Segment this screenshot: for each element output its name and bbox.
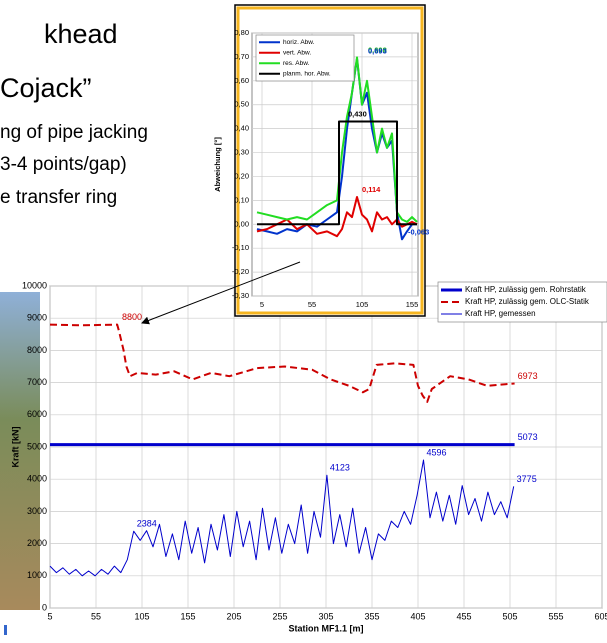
y-tick-label: 10000: [22, 280, 47, 290]
y-tick-label: 0,10: [234, 195, 249, 204]
annotation: 4596: [427, 447, 447, 457]
y-tick-label: 3000: [27, 506, 47, 516]
y-tick-label: 9000: [27, 313, 47, 323]
y-tick-label: 5000: [27, 441, 47, 451]
x-tick-label: 255: [272, 611, 287, 621]
legend-label: Kraft HP, zulässig gem. Rohrstatik: [465, 285, 587, 294]
slide-line: ng of pipe jacking: [0, 122, 148, 143]
y-tick-label: 8000: [27, 345, 47, 355]
x-tick-label: 355: [364, 611, 379, 621]
y-tick-label: 7000: [27, 377, 47, 387]
y-tick-label: -0,30: [232, 291, 249, 300]
annotation: 5073: [518, 432, 538, 442]
annotation: 4123: [330, 463, 350, 473]
y-tick-label: 0,60: [234, 76, 249, 85]
x-tick-label: 505: [502, 611, 517, 621]
slide-line: Cojack”: [0, 73, 92, 103]
y-tick-label: 0,30: [234, 148, 249, 157]
y-tick-label: 0,40: [234, 124, 249, 133]
annotation: 6973: [518, 371, 538, 381]
y-tick-label: 0,80: [234, 28, 249, 37]
x-tick-label: 55: [308, 300, 316, 309]
x-tick-label: 155: [406, 300, 419, 309]
annotation: 3775: [517, 474, 537, 484]
x-tick-label: 555: [548, 611, 563, 621]
y-axis-label: Abweichung [°]: [213, 137, 222, 192]
y-tick-label: 0,20: [234, 171, 249, 180]
x-axis-label: Station MF1.1 [m]: [288, 623, 363, 633]
main-chart: 0 1000 2000 3000 4000 5000 6000 7000 8000 9000 100…: [10, 280, 607, 633]
y-tick-label: 0,00: [234, 219, 249, 228]
x-tick-label: 105: [134, 611, 149, 621]
legend-label: Kraft HP, gemessen: [465, 309, 536, 318]
y-tick-label: 0,70: [234, 52, 249, 61]
slide-line: 3-4 points/gap): [0, 154, 127, 175]
slide-line: e transfer ring: [0, 187, 117, 208]
y-tick-label: -0,10: [232, 243, 249, 252]
legend-label: res. Abw.: [283, 60, 310, 67]
y-tick-label: 0,50: [234, 100, 249, 109]
slide: khead Cojack” ng of pipe jacking 3-4 poi…: [0, 0, 607, 638]
page: khead Cojack” ng of pipe jacking 3-4 poi…: [0, 0, 607, 638]
y-tick-label: -0,20: [232, 267, 249, 276]
y-tick-label: 1000: [27, 570, 47, 580]
y-tick-label: 0: [42, 602, 47, 612]
y-axis-label: Kraft [kN]: [10, 426, 20, 467]
x-tick-label: 5: [260, 300, 264, 309]
x-tick-label: 405: [410, 611, 425, 621]
y-tick-label: 2000: [27, 538, 47, 548]
annotation: 8800: [122, 312, 142, 322]
x-tick-label: 455: [456, 611, 471, 621]
photo-mark: [4, 625, 7, 635]
y-tick-label: 4000: [27, 474, 47, 484]
legend-label: Kraft HP, zulässig gem. OLC-Statik: [465, 297, 590, 306]
legend-label: vert. Abw.: [283, 49, 311, 56]
annotation: 2384: [137, 519, 157, 529]
x-tick-label: 205: [226, 611, 241, 621]
x-tick-label: 105: [356, 300, 369, 309]
slide-line: khead: [44, 19, 118, 49]
x-tick-label: 5: [47, 611, 52, 621]
x-tick-label: 605: [594, 611, 607, 621]
x-tick-label: 155: [180, 611, 195, 621]
annotation: -0,063: [408, 227, 429, 236]
y-tick-label: 6000: [27, 409, 47, 419]
legend-label: horiz. Abw.: [283, 39, 315, 46]
annotation: 0,430: [348, 109, 367, 118]
x-tick-label: 55: [91, 611, 101, 621]
legend-label: planm. hor. Abw.: [283, 70, 331, 77]
annotation: 0,693: [368, 47, 387, 56]
annotation: 0,114: [362, 185, 381, 194]
x-tick-label: 305: [318, 611, 333, 621]
